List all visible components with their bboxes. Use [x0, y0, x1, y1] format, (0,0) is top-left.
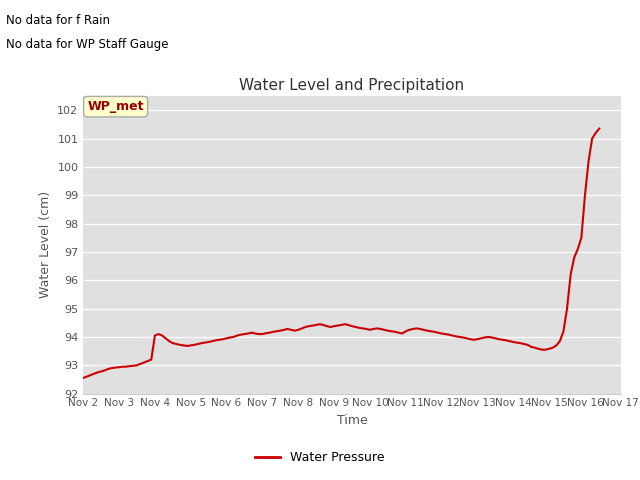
Title: Water Level and Precipitation: Water Level and Precipitation: [239, 78, 465, 94]
Text: No data for f Rain: No data for f Rain: [6, 14, 111, 27]
Text: WP_met: WP_met: [88, 100, 144, 113]
Y-axis label: Water Level (cm): Water Level (cm): [38, 191, 52, 299]
Legend: Water Pressure: Water Pressure: [250, 446, 390, 469]
Text: No data for WP Staff Gauge: No data for WP Staff Gauge: [6, 38, 169, 51]
X-axis label: Time: Time: [337, 414, 367, 427]
